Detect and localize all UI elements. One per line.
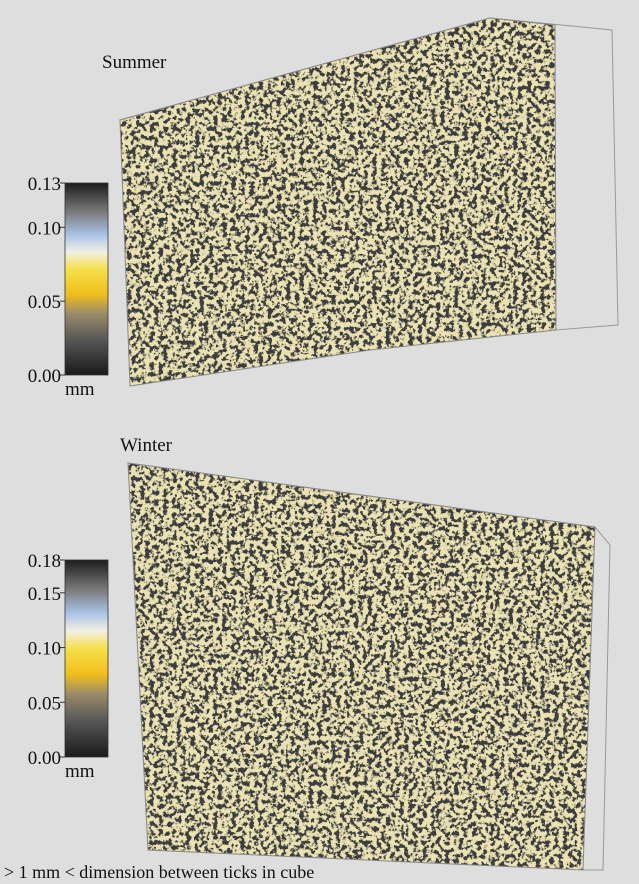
colorbar-tick-label: 0.13 <box>28 174 61 195</box>
panel-title: Winter <box>120 435 173 456</box>
colorbar-tick-label: 0.10 <box>28 218 61 239</box>
colorbar-tick-label: 0.15 <box>28 584 61 605</box>
summer-cube <box>110 10 618 400</box>
colorbar-unit: mm <box>65 761 95 782</box>
colorbar-tick-label: 0.18 <box>28 551 61 572</box>
panel-title: Summer <box>102 52 167 73</box>
colorbar <box>65 183 108 375</box>
figure: Summer Winter > 1 mm < dimension between… <box>0 0 639 884</box>
colorbar-tick-label: 0.00 <box>28 748 61 769</box>
colorbar-tick-label: 0.05 <box>28 292 61 313</box>
colorbar-tick-label: 0.00 <box>28 366 61 387</box>
caption: > 1 mm < dimension between ticks in cube <box>4 862 314 882</box>
colorbar-unit: mm <box>65 379 95 400</box>
colorbar-tick-label: 0.05 <box>28 693 61 714</box>
colorbar-tick-label: 0.10 <box>28 639 61 660</box>
colorbar <box>65 560 108 757</box>
winter-cube <box>120 455 610 875</box>
